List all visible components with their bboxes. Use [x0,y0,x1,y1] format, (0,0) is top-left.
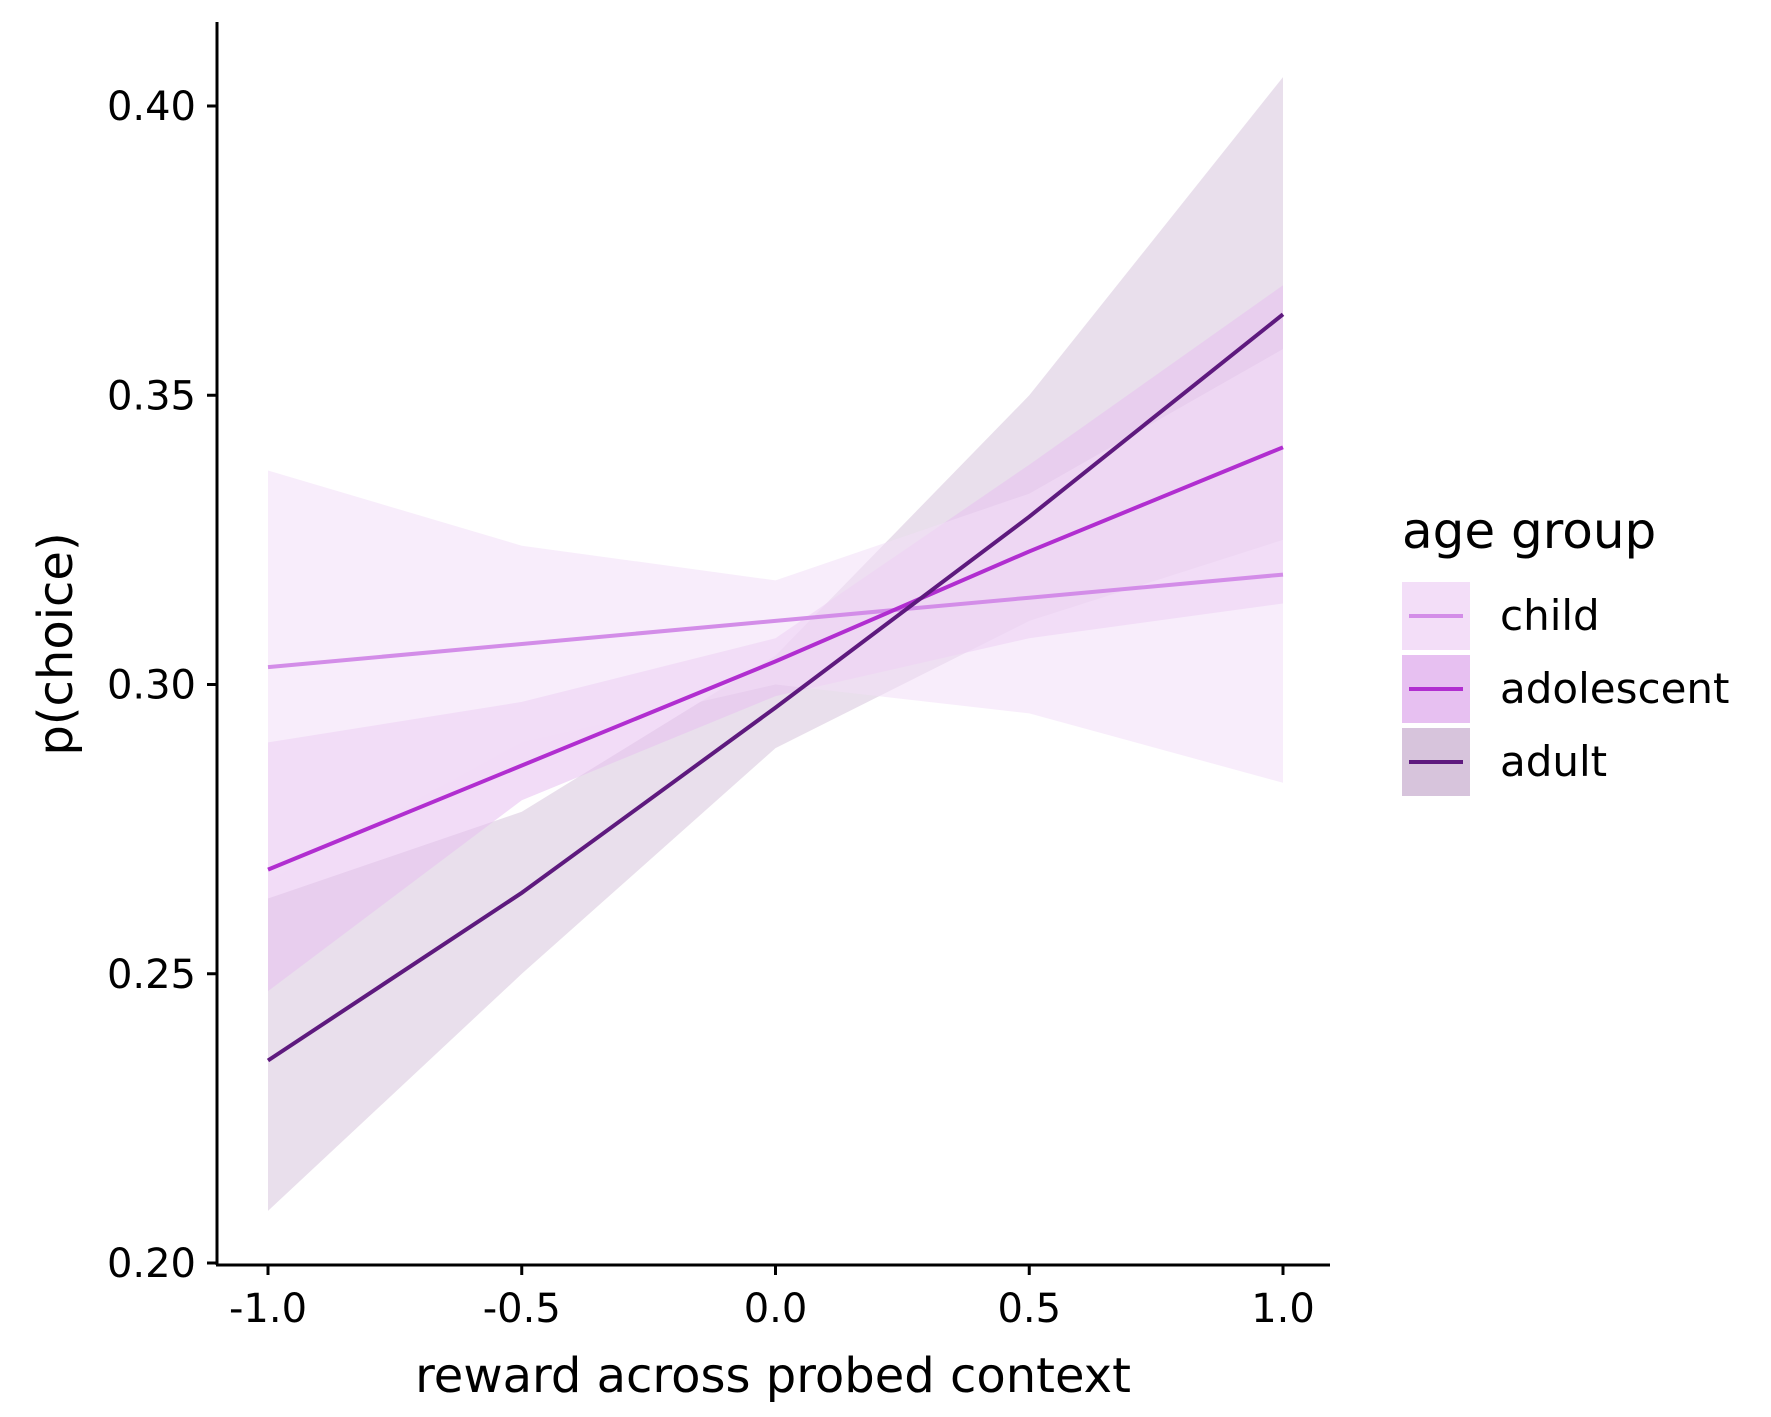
legend: age group child adolescent adult [1402,502,1730,796]
x-tick-label: 1.0 [1251,1286,1315,1332]
x-axis-ticks: -1.0 -0.5 0.0 0.5 1.0 [229,1265,1315,1332]
legend-label-adult: adult [1500,737,1607,786]
legend-label-adolescent: adolescent [1500,664,1730,713]
x-tick-label: 0.0 [744,1286,808,1332]
line-adult [266,312,1285,1063]
legend-label-child: child [1500,591,1600,640]
series-lines [266,312,1285,1063]
x-tick-label: -1.0 [229,1286,307,1332]
y-tick-label: 0.35 [107,373,196,419]
band-adult [268,77,1283,1211]
line-adolescent [267,445,1284,872]
legend-title: age group [1402,502,1656,560]
y-tick-label: 0.20 [107,1241,196,1287]
y-tick-label: 0.40 [107,84,196,130]
y-axis-ticks: 0.20 0.25 0.30 0.35 0.40 [107,84,217,1287]
y-tick-label: 0.25 [107,952,196,998]
y-axis-title: p(choice) [28,532,84,755]
legend-items: child adolescent adult [1402,582,1730,796]
y-tick-label: 0.30 [107,663,196,709]
confidence-bands [268,77,1283,1211]
band-child [268,349,1283,882]
x-tick-label: 0.5 [997,1286,1061,1332]
x-axis-title: reward across probed context [415,1348,1131,1404]
line-child [267,572,1284,670]
x-tick-label: -0.5 [483,1286,561,1332]
